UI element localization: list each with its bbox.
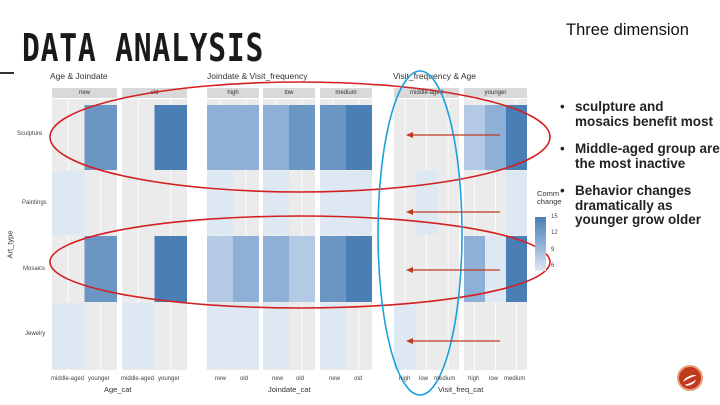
legend-tick: 6 bbox=[551, 263, 555, 269]
title-underline bbox=[0, 72, 14, 74]
x-tick: low bbox=[419, 376, 429, 382]
heat-cell bbox=[320, 171, 346, 235]
heat-cell bbox=[320, 105, 346, 170]
x-tick: younger bbox=[88, 376, 110, 382]
arrow-jewelry bbox=[406, 338, 500, 344]
y-tick-sculpture: Sculpture bbox=[17, 131, 43, 137]
heat-cell bbox=[320, 303, 346, 369]
strip-label: younger bbox=[464, 88, 527, 98]
heat-cell bbox=[346, 236, 372, 302]
x-tick: old bbox=[296, 376, 305, 382]
side-heading: Three dimension bbox=[566, 21, 689, 39]
red-highlight-ellipse-sculpture bbox=[49, 81, 551, 193]
heat-cell bbox=[233, 303, 259, 369]
heat-cell bbox=[415, 171, 438, 235]
x-axis-title-joindate: Joindate_cat bbox=[268, 385, 311, 394]
heat-cell bbox=[289, 236, 315, 302]
bullet-dot: • bbox=[560, 141, 565, 156]
x-tick: high bbox=[399, 376, 411, 382]
slide-title: DATA ANALYSIS bbox=[22, 26, 265, 70]
heat-cell bbox=[346, 105, 372, 170]
heat-cell bbox=[154, 236, 187, 302]
y-tick-jewelry: Jewelry bbox=[25, 331, 46, 337]
heat-cell bbox=[207, 171, 233, 235]
bullet-list: • sculpture and mosaics benefit most • Mid… bbox=[558, 99, 720, 241]
arrow-mosaics bbox=[406, 267, 500, 273]
x-axis-title-visit: Visit_freq_cat bbox=[438, 385, 484, 394]
strip-label: middle-aged bbox=[394, 88, 459, 98]
x-tick: new bbox=[272, 376, 284, 382]
bullet-text: sculpture and mosaics benefit most bbox=[575, 99, 714, 129]
heat-cell bbox=[84, 105, 117, 170]
x-tick: new bbox=[215, 376, 227, 382]
heat-cell bbox=[464, 236, 485, 302]
red-highlight-ellipse-mosaics bbox=[49, 215, 551, 309]
heat-cell bbox=[485, 236, 506, 302]
panel-title-joindate-visit: Joindate & Visit_frequency bbox=[207, 71, 308, 81]
y-tick-paintings: Paintings bbox=[22, 200, 47, 206]
arrow-sculpture bbox=[406, 132, 500, 138]
bullet-item: • Behavior changes dramatically as younge… bbox=[558, 183, 720, 228]
heat-cell bbox=[320, 236, 346, 302]
heat-cell bbox=[346, 171, 372, 235]
heat-cell bbox=[233, 236, 259, 302]
heat-cell bbox=[464, 105, 485, 170]
blue-highlight-ellipse-middle-aged bbox=[377, 70, 463, 396]
heat-cell bbox=[289, 105, 315, 170]
x-tick: middle-aged bbox=[51, 376, 85, 382]
legend-tick: 9 bbox=[551, 247, 555, 253]
x-tick: medium bbox=[434, 376, 456, 382]
arrow-paintings bbox=[406, 209, 500, 215]
panel-title-visit-age: Visit_frequency & Age bbox=[393, 71, 477, 81]
legend-title-line1: Comm bbox=[537, 189, 560, 198]
bullet-item: • Middle-aged group are the most inactive bbox=[558, 141, 720, 171]
heat-cell bbox=[263, 236, 289, 302]
heat-cell bbox=[263, 171, 289, 235]
heat-cell bbox=[154, 105, 187, 170]
heat-cell bbox=[485, 105, 506, 170]
strip-label: high bbox=[207, 88, 259, 98]
heat-cell bbox=[207, 303, 233, 369]
bullet-dot: • bbox=[560, 99, 565, 114]
x-tick: low bbox=[489, 376, 499, 382]
x-tick: high bbox=[468, 376, 480, 382]
heat-cell bbox=[506, 105, 527, 170]
x-tick: new bbox=[329, 376, 341, 382]
heat-cell bbox=[52, 303, 85, 369]
logo-icon bbox=[677, 365, 703, 391]
strip-label: medium bbox=[320, 88, 372, 98]
legend-title-line2: change bbox=[537, 197, 562, 206]
heat-cell bbox=[263, 105, 289, 170]
legend-title: Comm change bbox=[537, 190, 562, 206]
x-tick: younger bbox=[158, 376, 180, 382]
bullet-dot: • bbox=[560, 183, 565, 198]
heat-cell bbox=[52, 171, 85, 235]
heat-cell bbox=[207, 105, 233, 170]
strip-label: low bbox=[263, 88, 315, 98]
legend-colorbar bbox=[535, 217, 546, 271]
x-tick: medium bbox=[504, 376, 526, 382]
x-tick: old bbox=[354, 376, 363, 382]
x-tick: middle-aged bbox=[121, 376, 155, 382]
heat-cell bbox=[394, 303, 416, 369]
heat-cell bbox=[233, 105, 259, 170]
y-tick-mosaics: Mosaics bbox=[23, 266, 46, 272]
strip-label: old bbox=[122, 88, 187, 98]
strip-label: new bbox=[52, 88, 117, 98]
heat-cell bbox=[207, 236, 233, 302]
x-tick: old bbox=[240, 376, 249, 382]
bullet-text: Behavior changes dramatically as younger… bbox=[575, 183, 702, 227]
heat-cell bbox=[84, 236, 117, 302]
heat-cell bbox=[506, 236, 527, 302]
heat-cell bbox=[122, 303, 155, 369]
bullet-text: Middle-aged group are the most inactive bbox=[575, 141, 720, 171]
legend-tick: 12 bbox=[551, 230, 558, 236]
bullet-item: • sculpture and mosaics benefit most bbox=[558, 99, 720, 129]
x-axis-title-age: Age_cat bbox=[104, 385, 132, 394]
heat-cell bbox=[506, 171, 527, 235]
legend-tick: 15 bbox=[551, 214, 558, 220]
panel-title-age-joindate: Age & Joindate bbox=[50, 71, 108, 81]
heat-cell bbox=[263, 303, 289, 369]
